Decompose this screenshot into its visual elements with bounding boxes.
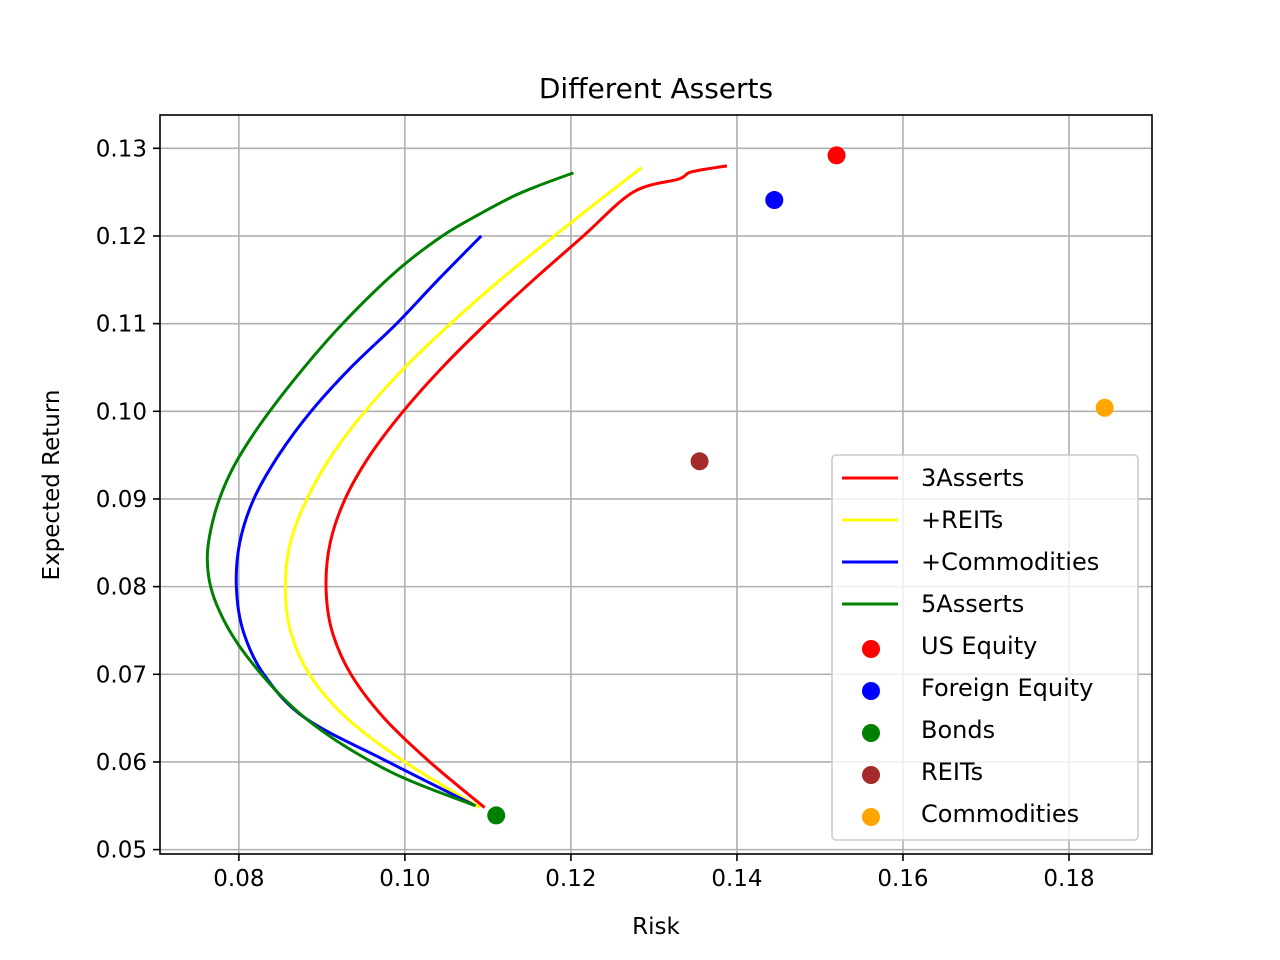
scatter-point-commodities	[1095, 398, 1114, 417]
legend-label: Bonds	[921, 716, 995, 744]
legend-box	[831, 454, 1139, 841]
y-tick-label: 0.09	[96, 487, 147, 513]
y-tick-label: 0.13	[96, 136, 147, 162]
legend-marker-swatch	[862, 766, 880, 784]
legend-marker-swatch	[862, 724, 880, 742]
legend-label: +REITs	[921, 506, 1003, 534]
y-tick-label: 0.07	[96, 662, 147, 688]
legend-label: US Equity	[921, 632, 1037, 660]
legend-marker-swatch	[862, 640, 880, 658]
x-tick-label: 0.12	[545, 866, 596, 892]
series-line-reits	[283, 166, 643, 809]
legend: 3Asserts +REITs +Commodities 5Asserts US Equ…	[831, 454, 1139, 841]
series-line-5asserts	[205, 171, 574, 808]
y-tick-label: 0.05	[96, 838, 147, 864]
legend-label: REITs	[921, 758, 983, 786]
x-axis-title: Risk	[632, 914, 680, 940]
scatter-point-foreign-equity	[765, 191, 784, 210]
legend-label: Foreign Equity	[921, 674, 1093, 702]
plot-frame	[159, 114, 1153, 855]
y-tick-label: 0.06	[96, 750, 147, 776]
chart-title: Different Asserts	[539, 72, 773, 105]
legend-marker-swatch	[862, 682, 880, 700]
legend-label: 5Asserts	[921, 590, 1024, 618]
scatter-point-bonds	[487, 806, 506, 825]
legend-marker-swatch	[862, 808, 880, 826]
series-line-3asserts	[324, 164, 728, 809]
y-tick-label: 0.11	[96, 312, 147, 338]
legend-label: Commodities	[921, 800, 1079, 828]
x-tick-label: 0.18	[1043, 866, 1094, 892]
ticks: 0.08 0.10 0.12 0.14 0.16 0.18 0.05 0.06 0.07 0.08…	[96, 136, 1095, 892]
x-tick-label: 0.16	[877, 866, 928, 892]
x-tick-label: 0.14	[711, 866, 762, 892]
y-axis-title: Expected Return	[39, 390, 65, 581]
legend-label: 3Asserts	[921, 464, 1024, 492]
scatter-point-reits	[690, 452, 709, 471]
y-tick-label: 0.08	[96, 575, 147, 601]
y-tick-label: 0.10	[96, 399, 147, 425]
scatter-point-us-equity	[827, 146, 846, 165]
x-tick-label: 0.10	[379, 866, 430, 892]
y-tick-label: 0.12	[96, 224, 147, 250]
legend-label: +Commodities	[921, 548, 1099, 576]
series-layer	[205, 164, 728, 809]
scatter-layer	[487, 146, 1114, 825]
x-tick-label: 0.08	[213, 866, 264, 892]
